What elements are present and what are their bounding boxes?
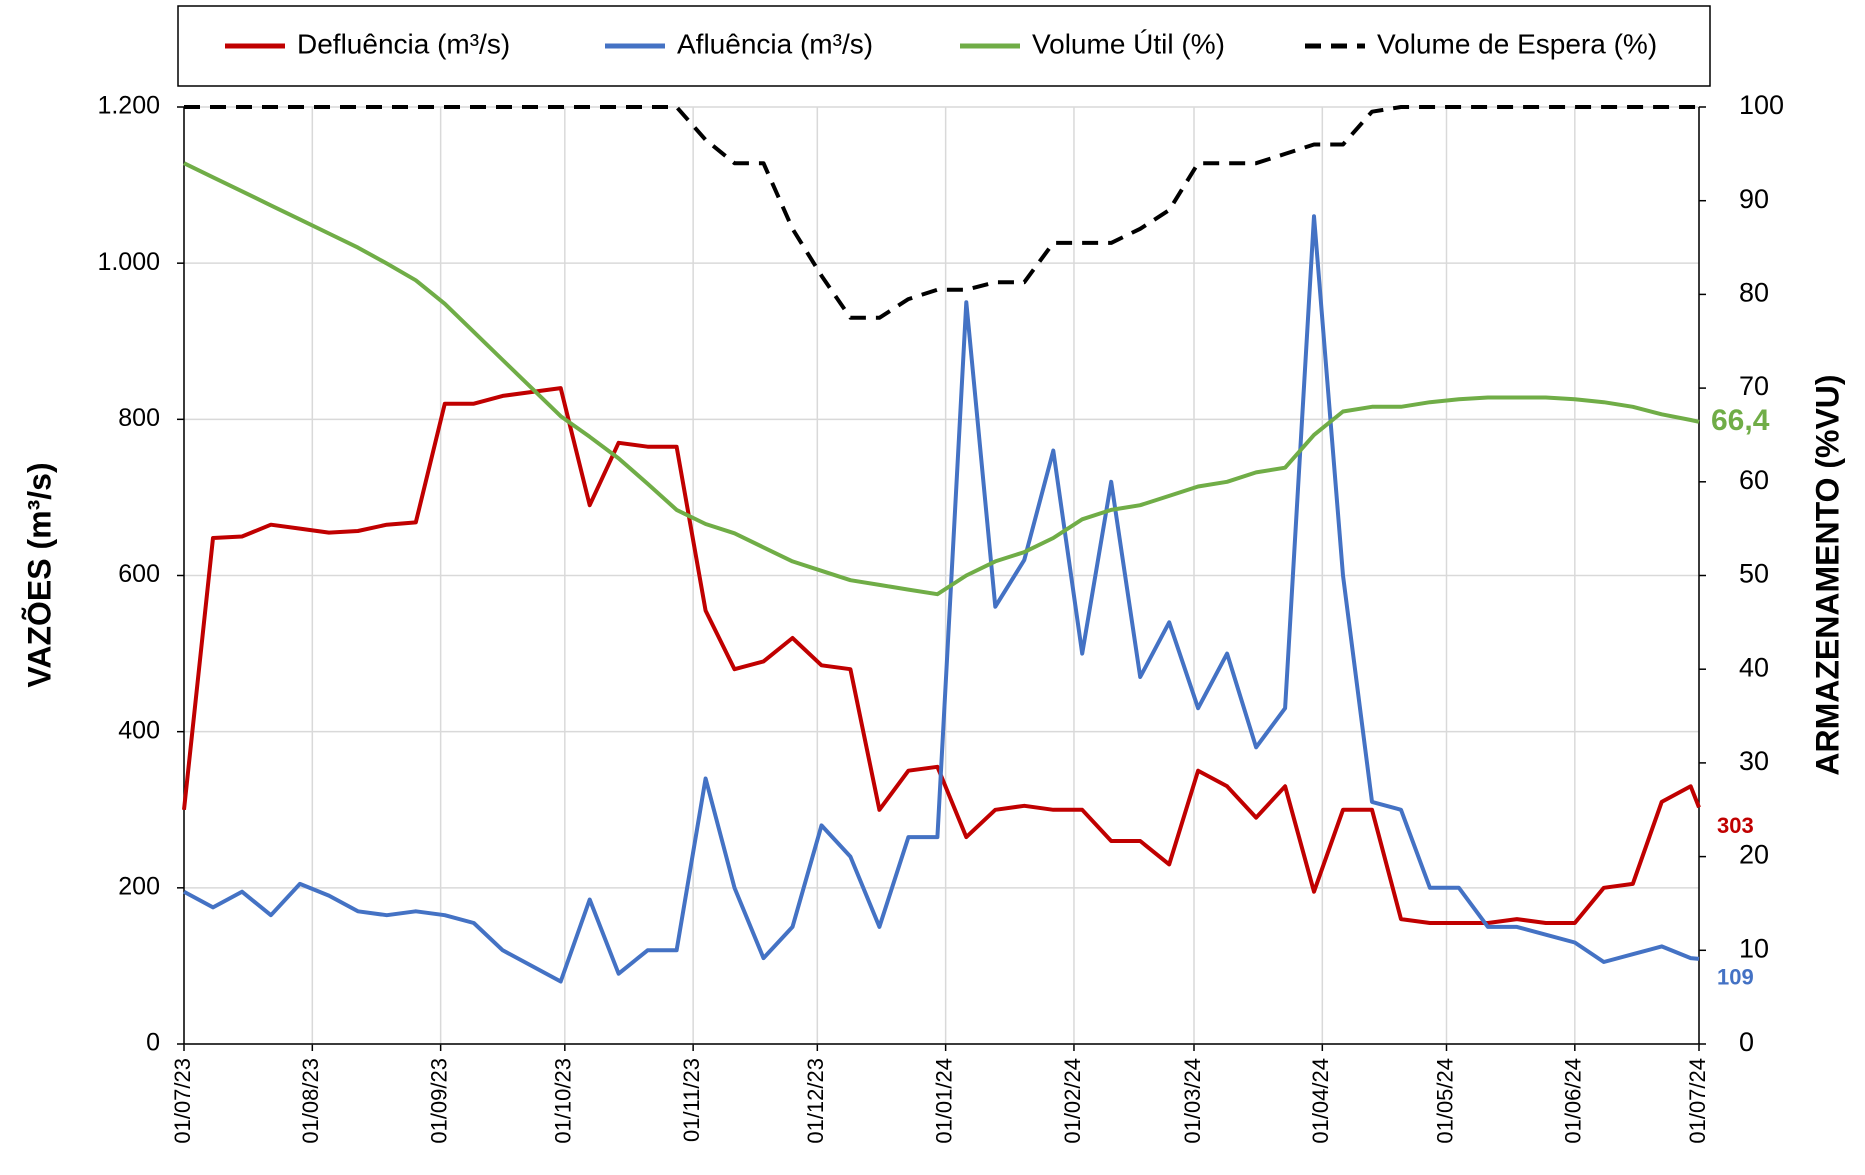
series-line bbox=[182, 386, 1701, 925]
x-tick-label: 01/10/23 bbox=[551, 1058, 576, 1144]
y-axis-title: VAZÕES (m³/s) bbox=[21, 462, 57, 687]
x-tick-label: 01/01/24 bbox=[931, 1058, 956, 1144]
y2-tick-label: 40 bbox=[1739, 652, 1769, 682]
legend-label: Volume Útil (%) bbox=[1032, 28, 1225, 59]
legend-label: Defluência (m³/s) bbox=[297, 28, 510, 59]
x-tick-label: 01/12/23 bbox=[803, 1058, 828, 1144]
y2-tick-label: 20 bbox=[1739, 840, 1769, 870]
x-tick-label: 01/03/24 bbox=[1180, 1058, 1205, 1144]
x-tick-label: 01/04/24 bbox=[1308, 1058, 1333, 1144]
y2-axis-title: ARMAZENAMENTO (%VU) bbox=[1809, 374, 1845, 775]
y-tick-label: 1.000 bbox=[97, 248, 160, 276]
end-label: 109 bbox=[1717, 965, 1754, 990]
series-line bbox=[183, 161, 1700, 597]
x-tick-label: 01/09/23 bbox=[426, 1058, 451, 1144]
y2-tick-label: 10 bbox=[1739, 933, 1769, 963]
legend-label: Volume de Espera (%) bbox=[1377, 28, 1657, 59]
y-tick-label: 600 bbox=[118, 560, 160, 588]
y2-tick-label: 50 bbox=[1739, 559, 1769, 589]
y-tick-label: 0 bbox=[146, 1029, 160, 1057]
x-tick-label: 01/02/24 bbox=[1060, 1058, 1085, 1144]
x-tick-label: 01/06/24 bbox=[1561, 1058, 1586, 1144]
y-tick-label: 200 bbox=[118, 872, 160, 900]
x-tick-label: 01/07/24 bbox=[1685, 1058, 1710, 1144]
y-tick-label: 800 bbox=[118, 404, 160, 432]
legend-box bbox=[177, 5, 1711, 87]
legend-label: Afluência (m³/s) bbox=[677, 28, 873, 59]
y2-tick-label: 70 bbox=[1739, 371, 1769, 401]
end-label: 303 bbox=[1717, 813, 1754, 838]
x-tick-label: 01/07/23 bbox=[170, 1058, 195, 1144]
x-tick-label: 01/05/24 bbox=[1432, 1058, 1457, 1144]
y2-tick-label: 0 bbox=[1739, 1027, 1754, 1057]
y-tick-label: 400 bbox=[118, 716, 160, 744]
y-tick-label: 1.200 bbox=[97, 92, 160, 120]
series-line bbox=[183, 214, 1700, 984]
end-label: 66,4 bbox=[1711, 404, 1770, 437]
y2-tick-label: 30 bbox=[1739, 746, 1769, 776]
x-tick-label: 01/08/23 bbox=[298, 1058, 323, 1144]
x-tick-label: 01/11/23 bbox=[679, 1058, 704, 1142]
y2-tick-label: 80 bbox=[1739, 278, 1769, 308]
y2-tick-label: 60 bbox=[1739, 465, 1769, 495]
series-line bbox=[184, 105, 1699, 320]
y2-tick-label: 100 bbox=[1739, 90, 1784, 120]
y2-tick-label: 90 bbox=[1739, 184, 1769, 214]
